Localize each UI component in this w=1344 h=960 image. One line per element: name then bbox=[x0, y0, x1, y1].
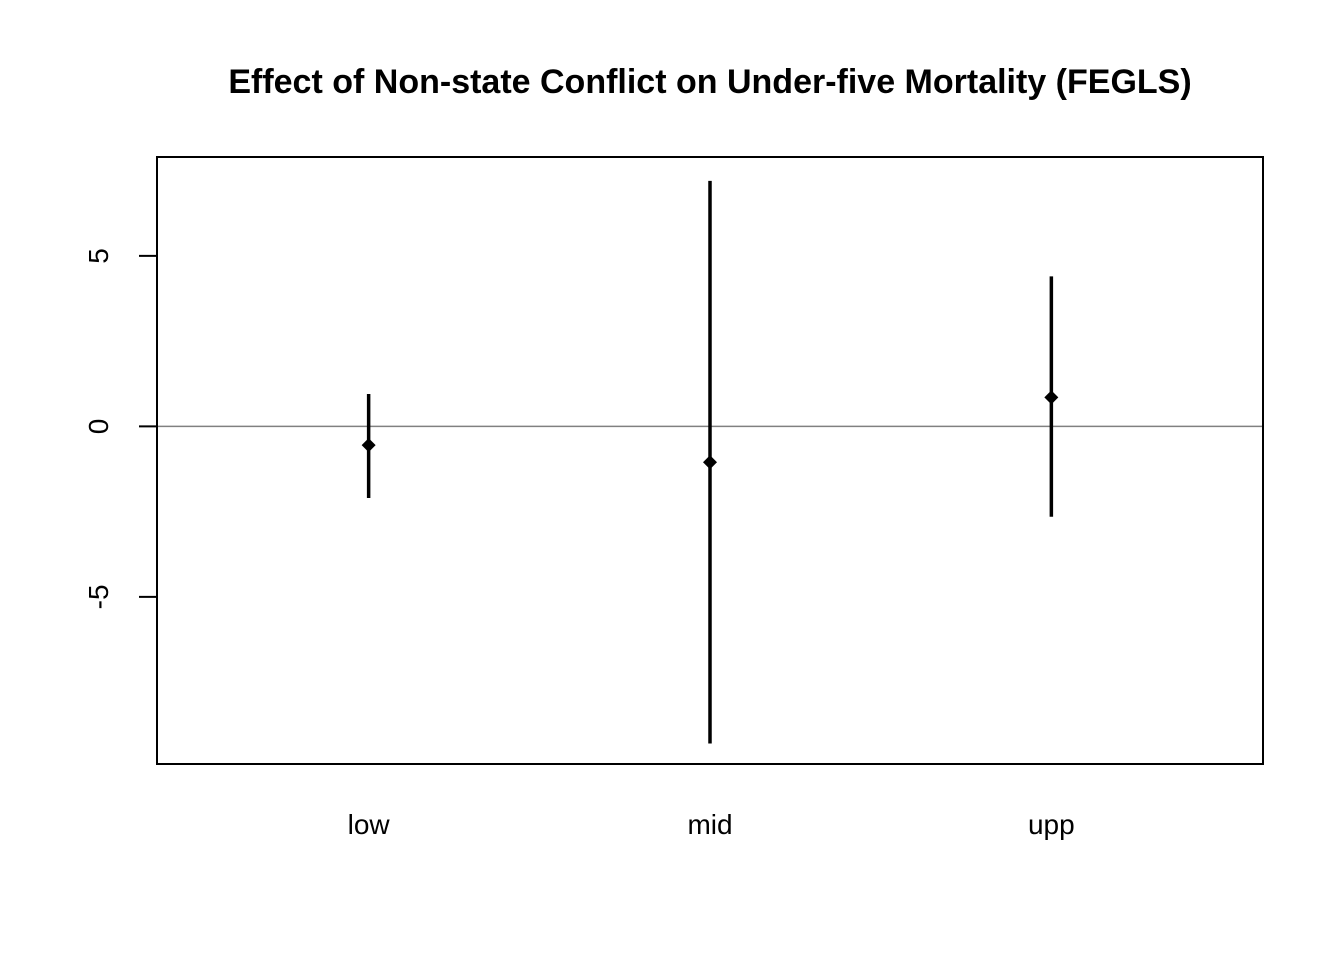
x-axis-labels: low mid upp bbox=[348, 809, 1075, 840]
x-tick-label: upp bbox=[1028, 809, 1075, 840]
point-estimate-upp bbox=[1044, 390, 1059, 405]
y-tick-label: -5 bbox=[83, 584, 114, 609]
y-tick-label: 0 bbox=[83, 419, 114, 435]
y-axis: -5 0 5 bbox=[83, 248, 157, 609]
x-tick-label: low bbox=[348, 809, 391, 840]
x-tick-label: mid bbox=[687, 809, 732, 840]
point-estimate-low bbox=[361, 438, 376, 453]
y-tick-label: 5 bbox=[83, 248, 114, 264]
plot-frame bbox=[156, 156, 1264, 765]
chart-title: Effect of Non-state Conflict on Under-fi… bbox=[228, 63, 1191, 101]
point-estimate-mid bbox=[703, 455, 717, 470]
estimate-marks bbox=[361, 180, 1059, 744]
